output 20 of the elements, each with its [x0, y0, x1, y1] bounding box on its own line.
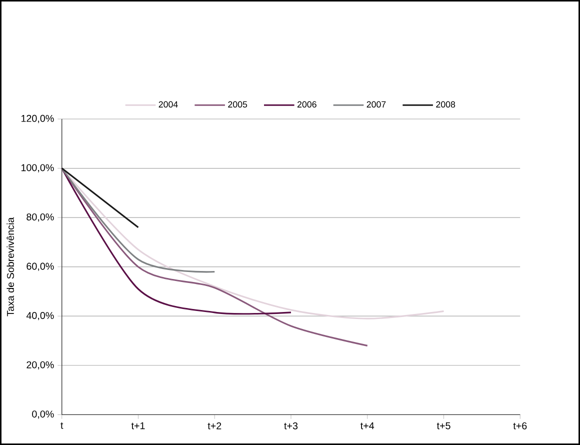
y-tick-label: 40,0% — [26, 312, 54, 320]
legend-label: 2007 — [366, 101, 386, 108]
legend-label: 2008 — [436, 101, 456, 108]
y-tick-label: 100,0% — [21, 164, 54, 172]
legend-label: 2006 — [298, 101, 316, 108]
x-tick-label: t+1 — [131, 422, 145, 430]
legend-label: 2004 — [158, 101, 178, 108]
y-tick-label: 0,0% — [32, 410, 54, 419]
y-axis-title: Taxa de Sobrevivência — [6, 217, 14, 316]
x-tick-label: t+5 — [436, 422, 450, 430]
x-tick-label: t+3 — [284, 422, 298, 430]
x-tick-label: t+2 — [208, 422, 222, 430]
legend-label: 2005 — [228, 101, 248, 108]
x-tick-label: t+6 — [513, 422, 527, 430]
y-tick-label: 20,0% — [26, 361, 54, 370]
y-tick-label: 80,0% — [26, 214, 54, 222]
y-tick-label: 120,0% — [21, 114, 54, 124]
x-tick-label: t+4 — [360, 422, 374, 430]
y-tick-label: 60,0% — [26, 262, 54, 271]
x-tick-label: t — [60, 422, 64, 429]
